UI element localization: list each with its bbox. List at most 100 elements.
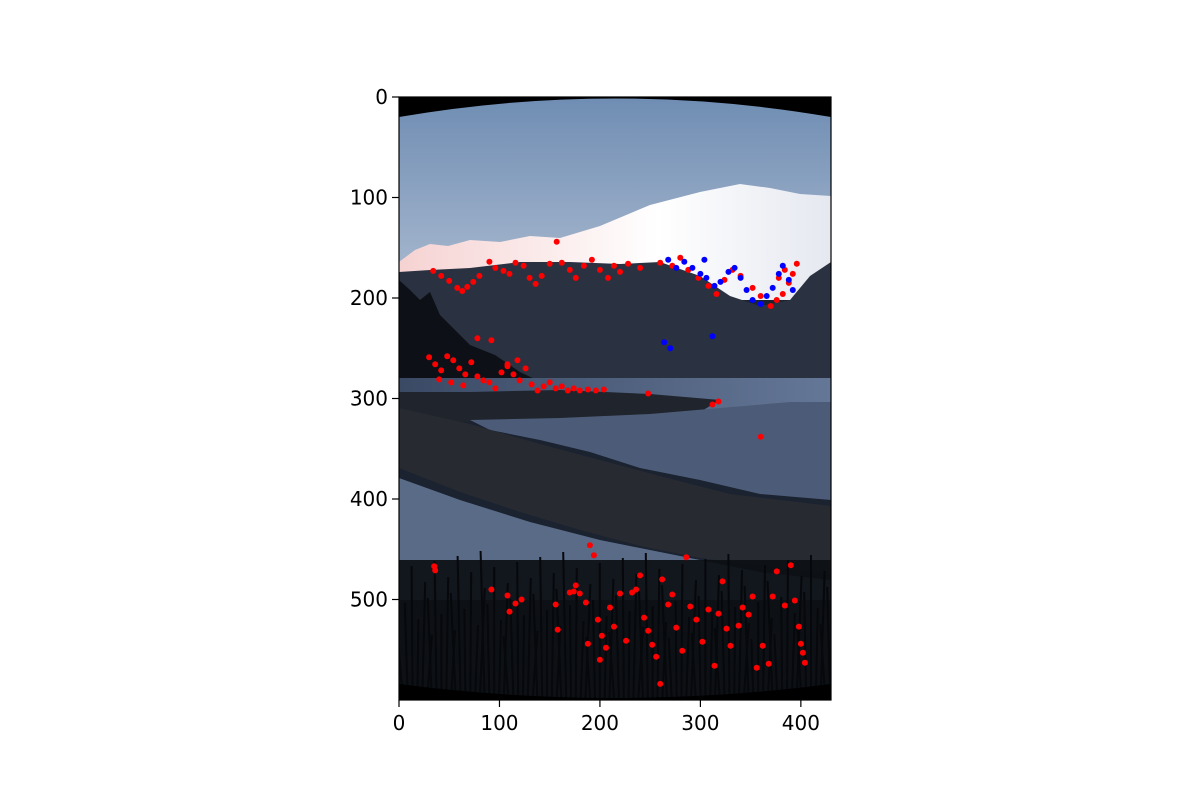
grass-blade	[469, 571, 473, 700]
red-keypoint	[468, 359, 475, 366]
grass-blade	[709, 611, 714, 700]
x-axis: 0 100 200 300 400	[393, 700, 820, 735]
blue-keypoint	[709, 333, 716, 340]
red-keypoint	[572, 274, 579, 281]
red-keypoint	[767, 303, 774, 309]
red-keypoint	[727, 642, 734, 649]
grass-blade	[656, 568, 661, 700]
red-keypoint	[637, 572, 644, 579]
red-keypoint	[444, 353, 451, 360]
red-keypoint	[683, 554, 690, 561]
red-keypoint	[460, 382, 467, 389]
red-keypoint	[474, 373, 481, 380]
grass-blade	[762, 564, 766, 700]
red-keypoint	[436, 376, 443, 383]
red-keypoint	[448, 379, 455, 386]
red-keypoint	[596, 266, 603, 273]
blue-keypoint	[711, 282, 718, 289]
grass-blade	[421, 581, 427, 700]
red-keypoint	[488, 337, 495, 344]
red-keypoint	[705, 606, 712, 613]
spit	[399, 390, 720, 422]
red-keypoint	[552, 385, 559, 392]
red-keypoint	[611, 262, 617, 269]
blue-keypoint	[703, 274, 710, 281]
red-keypoint	[633, 586, 640, 593]
grass-blade	[627, 610, 631, 700]
red-keypoint	[450, 357, 457, 364]
grass-blade	[720, 590, 726, 700]
blue-keypoint	[673, 264, 680, 271]
red-keypoint	[594, 616, 601, 623]
red-keypoint	[534, 387, 541, 394]
red-keypoint	[715, 610, 722, 617]
blue-keypoint	[681, 258, 688, 265]
x-tick-label: 200	[581, 711, 619, 735]
red-keypoint	[588, 256, 595, 263]
background-photograph	[399, 97, 831, 700]
red-keypoint	[564, 387, 571, 394]
red-keypoint	[518, 596, 525, 603]
grass-blade	[456, 555, 462, 700]
grass-blade	[522, 614, 525, 700]
grass-blade	[674, 600, 678, 700]
red-keypoint	[637, 264, 644, 271]
grass-blade	[479, 550, 486, 700]
red-keypoint	[456, 365, 463, 372]
y-tick-label: 100	[350, 186, 388, 210]
red-keypoint	[459, 288, 466, 294]
red-keypoint	[759, 642, 766, 649]
red-keypoint	[769, 593, 776, 600]
grass-blade	[661, 621, 668, 700]
red-keypoint	[757, 293, 764, 299]
grass-blade	[526, 577, 532, 700]
grass-blade	[433, 560, 438, 700]
grass-blade	[410, 565, 414, 700]
red-keypoint	[538, 272, 545, 279]
y-tick-label: 0	[375, 85, 388, 109]
red-keypoint	[522, 365, 529, 372]
red-keypoint	[705, 282, 712, 289]
red-keypoint	[603, 644, 609, 651]
red-keypoint	[504, 592, 511, 599]
grass-blade	[632, 573, 638, 700]
red-keypoint	[779, 291, 786, 297]
red-keypoint	[506, 270, 513, 277]
red-keypoint	[739, 604, 746, 611]
red-keypoint	[464, 283, 471, 290]
grass-blade	[562, 551, 568, 700]
red-keypoint	[558, 383, 565, 390]
red-keypoint	[570, 588, 577, 595]
red-keypoint	[791, 597, 798, 604]
red-keypoint	[773, 297, 780, 303]
red-keypoint	[462, 371, 469, 378]
lake-middle	[470, 402, 831, 500]
red-keypoint	[693, 616, 700, 623]
red-keypoint	[486, 379, 493, 386]
red-keypoint	[492, 264, 499, 271]
red-keypoint	[625, 260, 632, 267]
grass-blade	[498, 619, 502, 700]
grass-blade	[574, 567, 578, 700]
red-keypoint	[749, 284, 756, 291]
grass-blade	[773, 633, 779, 700]
y-tick-label: 200	[350, 286, 388, 310]
red-keypoint	[584, 386, 591, 393]
y-tick-label: 500	[350, 588, 388, 612]
red-keypoint	[795, 623, 802, 630]
red-keypoint	[711, 662, 718, 669]
grass-blade	[555, 625, 562, 700]
blue-keypoint	[717, 278, 724, 285]
grass-blade	[550, 572, 555, 700]
grass-blade	[592, 599, 596, 700]
grass-blade	[680, 563, 684, 700]
red-keypoint	[617, 590, 623, 597]
red-keypoint	[719, 578, 726, 585]
blue-keypoint	[689, 264, 696, 271]
red-keypoint	[432, 361, 439, 368]
red-keypoint	[510, 371, 517, 378]
grass-blade	[426, 597, 433, 700]
forest-silhouette	[399, 280, 570, 392]
red-keypoint	[526, 274, 533, 281]
grass-blade	[579, 620, 585, 700]
